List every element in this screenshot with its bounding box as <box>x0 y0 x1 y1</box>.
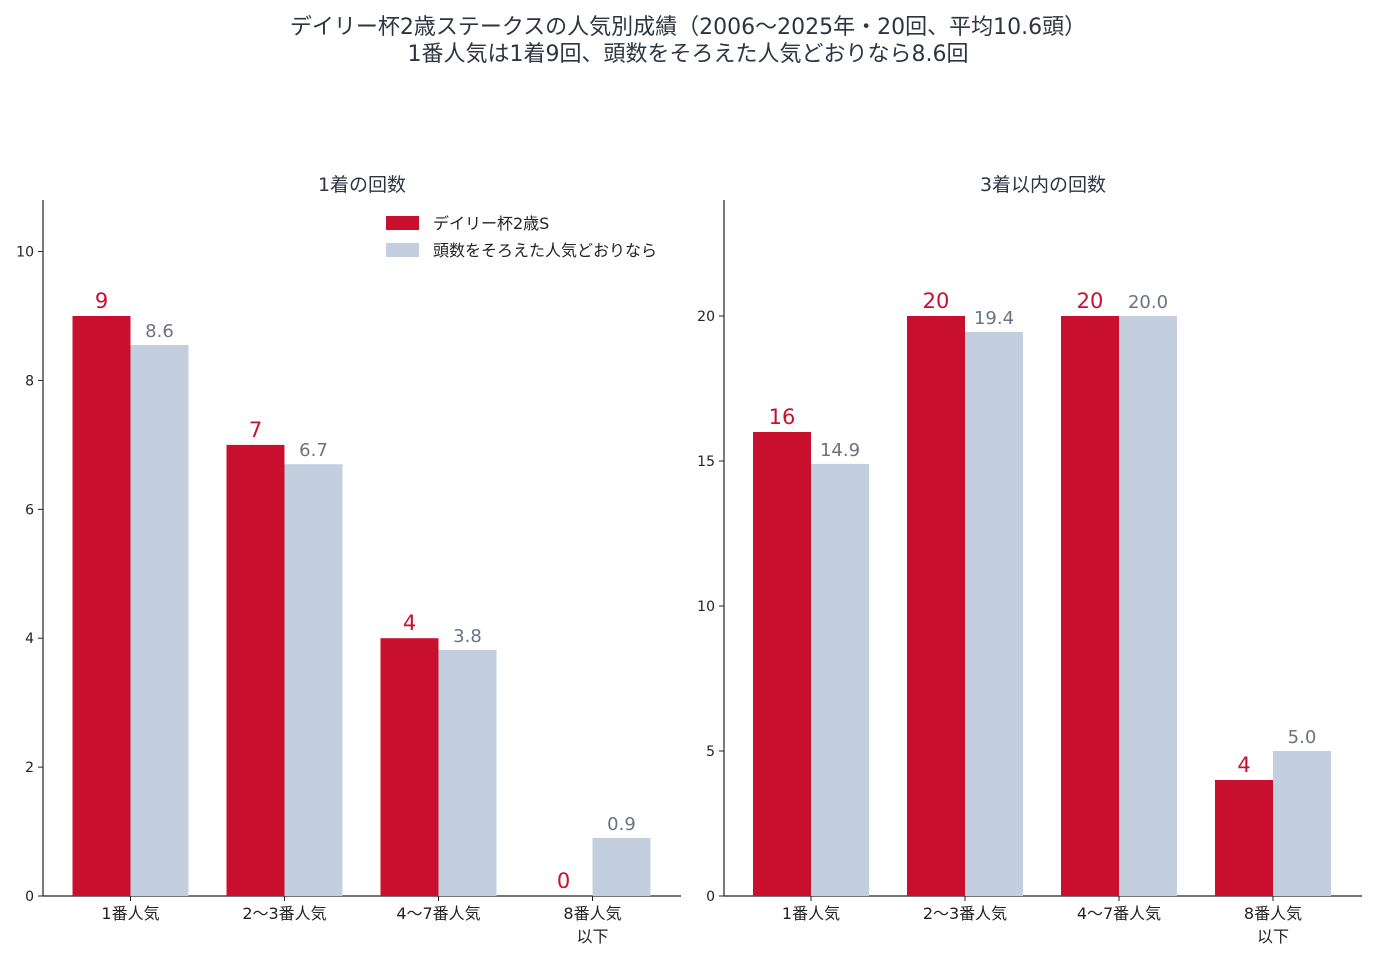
panel1-value-label-actual: 7 <box>249 418 262 442</box>
panel2-value-label-expected: 5.0 <box>1288 727 1317 748</box>
panel1-title: 1着の回数 <box>318 174 406 196</box>
panel2-x-tick-label: 以下 <box>1257 927 1289 946</box>
panel1-bar-actual <box>72 316 131 896</box>
panel2-bar-actual <box>1215 780 1273 896</box>
legend-swatch-actual <box>386 216 419 230</box>
panel1-value-label-expected: 8.6 <box>145 321 174 342</box>
legend-swatch-expected <box>386 243 419 257</box>
panel2-x-tick-label: 1番人気 <box>782 904 840 923</box>
figure-subtitle: 1番人気は1着9回、頭数をそろえた人気どおりなら8.6回 <box>407 42 969 67</box>
panel1-x-tick-label: 1番人気 <box>101 904 159 923</box>
figure-title: デイリー杯2歳ステークスの人気別成績（2006〜2025年・20回、平均10.6… <box>289 15 1087 40</box>
panel2-value-label-expected: 14.9 <box>820 440 860 461</box>
legend-label-actual: デイリー杯2歳S <box>433 214 549 233</box>
panel1-y-tick-label: 0 <box>25 889 34 905</box>
panel1-bar-expected <box>284 464 343 896</box>
panel1-y-tick-label: 10 <box>16 245 34 261</box>
panel1-y-tick-label: 2 <box>25 760 34 776</box>
panel2-y-tick-label: 0 <box>706 889 715 905</box>
panel2-bar-expected <box>965 331 1023 896</box>
panel2-bar-expected <box>811 463 869 896</box>
panel2-x-tick-label: 8番人気 <box>1244 904 1302 923</box>
panel2-value-label-actual: 4 <box>1237 753 1250 777</box>
panel1-x-tick-label: 4〜7番人気 <box>396 904 480 923</box>
panel2-bar-actual <box>753 432 811 896</box>
panel1-x-tick-label: 2〜3番人気 <box>242 904 326 923</box>
panel1-value-label-actual: 9 <box>95 289 108 313</box>
panel1-x-tick-label: 以下 <box>576 927 608 946</box>
panel2-bar-expected <box>1273 751 1331 896</box>
panel2-x-tick-label: 4〜7番人気 <box>1077 904 1161 923</box>
panel1-y-tick-label: 4 <box>25 631 34 647</box>
panel2-bar-actual <box>1061 316 1119 896</box>
panel2-y-tick-label: 10 <box>697 599 715 615</box>
panel1-bar-expected <box>592 838 651 896</box>
panel1-bar-expected <box>438 649 497 896</box>
panel1-bar-actual <box>226 444 285 896</box>
panel1-value-label-actual: 4 <box>403 611 416 635</box>
panel1-y-tick-label: 6 <box>25 502 34 518</box>
panel1-value-label-actual: 0 <box>557 869 570 893</box>
panel2-x-tick-label: 2〜3番人気 <box>923 904 1007 923</box>
panel1-y-tick-label: 8 <box>25 373 34 389</box>
panel1-value-label-expected: 6.7 <box>299 440 328 461</box>
panel2-bar-expected <box>1119 316 1177 896</box>
panel1-value-label-expected: 3.8 <box>453 626 482 647</box>
panel2-y-tick-label: 20 <box>697 309 715 325</box>
panel2-value-label-actual: 16 <box>769 405 796 429</box>
panel1-x-tick-label: 8番人気 <box>563 904 621 923</box>
panel2-title: 3着以内の回数 <box>980 174 1106 196</box>
panel2-y-tick-label: 15 <box>697 454 715 470</box>
panel2-value-label-actual: 20 <box>923 289 950 313</box>
panel2-value-label-expected: 20.0 <box>1128 292 1168 313</box>
panel2-y-tick-label: 5 <box>706 744 715 760</box>
panel1-bar-expected <box>130 345 189 896</box>
panel1-bar-actual <box>380 638 439 896</box>
panel1-value-label-expected: 0.9 <box>607 814 636 835</box>
panel2-value-label-actual: 20 <box>1077 289 1104 313</box>
legend-label-expected: 頭数をそろえた人気どおりなら <box>433 241 657 260</box>
panel2-bar-actual <box>907 316 965 896</box>
panel2-value-label-expected: 19.4 <box>974 308 1014 329</box>
